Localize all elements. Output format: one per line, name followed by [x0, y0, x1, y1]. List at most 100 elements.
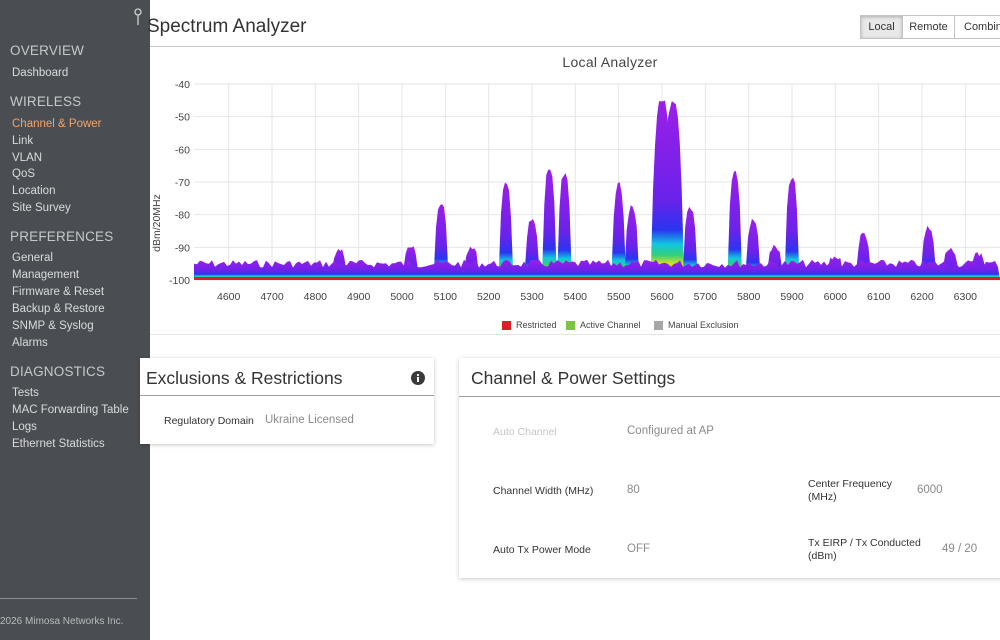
- spectrum-peak: [624, 205, 639, 280]
- pin-icon[interactable]: [134, 8, 142, 26]
- center-frequency-unit: (MHz): [808, 491, 837, 503]
- auto-tx-power-label: Auto Tx Power Mode: [493, 544, 591, 556]
- copyright-text: 2026 Mimosa Networks Inc.: [0, 616, 124, 627]
- channel-power-card: Channel & Power Settings Auto Channel Co…: [459, 358, 1000, 578]
- legend-restricted: Restricted: [502, 320, 557, 330]
- nav-item-channel-power[interactable]: Channel & Power: [12, 118, 102, 130]
- legend-manual-exclusion-swatch: [654, 320, 663, 330]
- legend-restricted-label: Restricted: [516, 320, 557, 330]
- x-tick-label: 4700: [260, 291, 284, 303]
- nav-item-location[interactable]: Location: [12, 185, 56, 197]
- sidebar-footer-divider: [0, 598, 137, 599]
- legend-manual-exclusion: Manual Exclusion: [654, 320, 739, 330]
- view-combined-label: Combin: [964, 21, 1000, 33]
- y-tick-label: -60: [175, 144, 190, 156]
- restricted-band: [194, 277, 1000, 280]
- x-tick-label: 5300: [520, 291, 544, 303]
- nav-item-logs[interactable]: Logs: [12, 421, 37, 433]
- spectrum-peak: [542, 169, 557, 280]
- nav-item-qos[interactable]: QoS: [12, 168, 36, 180]
- tx-eirp-value[interactable]: 49 / 20: [942, 543, 978, 555]
- info-icon[interactable]: [411, 371, 425, 385]
- nav-item-management[interactable]: Management: [12, 269, 80, 281]
- regulatory-domain-label: Regulatory Domain: [164, 415, 254, 427]
- channel-power-title: Channel & Power Settings: [471, 368, 676, 388]
- x-tick-label: 4600: [217, 291, 241, 303]
- chart-y-axis-label: dBm/20MHz: [151, 194, 163, 252]
- sidebar: OVERVIEW Dashboard WIRELESS Channel & Po…: [0, 0, 150, 640]
- legend-manual-exclusion-label: Manual Exclusion: [668, 320, 739, 330]
- exclusions-title-divider: [140, 395, 434, 396]
- x-tick-label: 4800: [304, 291, 328, 303]
- header-divider: [150, 46, 1000, 47]
- x-tick-label: 5600: [650, 291, 674, 303]
- exclusions-card: Exclusions & Restrictions Regulatory Dom…: [140, 358, 434, 444]
- view-local-label: Local: [868, 21, 895, 33]
- regulatory-domain-value: Ukraine Licensed: [265, 414, 354, 426]
- chart-title: Local Analyzer: [562, 54, 658, 70]
- y-tick-label: -80: [175, 210, 190, 222]
- nav-item-dashboard[interactable]: Dashboard: [12, 67, 69, 79]
- nav-item-alarms[interactable]: Alarms: [12, 337, 48, 349]
- nav-section-overview: OVERVIEW: [10, 43, 85, 58]
- tx-eirp-label: Tx EIRP / Tx Conducted: [808, 537, 921, 549]
- x-tick-label: 5500: [607, 291, 631, 303]
- x-tick-label: 5900: [780, 291, 804, 303]
- view-remote-button[interactable]: Remote: [902, 15, 955, 39]
- page-title: Spectrum Analyzer: [147, 16, 307, 37]
- view-combined-button[interactable]: Combin: [954, 15, 1000, 39]
- tx-eirp-unit: (dBm): [808, 550, 837, 562]
- nav-item-snmp-syslog[interactable]: SNMP & Syslog: [12, 320, 94, 332]
- nav-item-ethernet-statistics[interactable]: Ethernet Statistics: [12, 438, 105, 450]
- nav-section-diagnostics: DIAGNOSTICS: [10, 364, 106, 379]
- x-tick-label: 6100: [867, 291, 891, 303]
- channel-width-value[interactable]: 80: [627, 484, 640, 496]
- spectrum-peak: [557, 173, 572, 280]
- x-tick-label: 6200: [910, 291, 934, 303]
- nav-item-vlan[interactable]: VLAN: [12, 152, 43, 164]
- nav-item-mac-forwarding-table[interactable]: MAC Forwarding Table: [12, 404, 129, 416]
- nav-section-wireless: WIRELESS: [10, 94, 82, 109]
- x-tick-label: 5200: [477, 291, 501, 303]
- spectrum-chart: dBm/20MHz -40 -50 -60 -70 -80 -90 -100 4600 470…: [151, 79, 1000, 303]
- spectrum-peak: [727, 170, 742, 280]
- y-tick-label: -50: [175, 112, 190, 124]
- chart-grid: [194, 83, 1000, 281]
- chart-x-ticks: 4600 4700 4800 4900 5000 5100 5200 5300 5400 5500…: [217, 291, 977, 303]
- view-local-button[interactable]: Local: [860, 15, 903, 39]
- spectrum-noise-floor: [194, 259, 1000, 280]
- legend-active-channel: Active Channel: [566, 320, 641, 330]
- nav-item-firmware-reset[interactable]: Firmware & Reset: [12, 286, 105, 298]
- x-tick-label: 6300: [954, 291, 978, 303]
- x-tick-label: 6000: [824, 291, 848, 303]
- nav-item-site-survey[interactable]: Site Survey: [12, 202, 71, 214]
- x-tick-label: 5100: [434, 291, 458, 303]
- chart-y-ticks: -40 -50 -60 -70 -80 -90 -100: [169, 79, 190, 287]
- y-tick-label: -90: [175, 242, 190, 254]
- legend-active-channel-swatch: [566, 320, 575, 330]
- nav-item-tests[interactable]: Tests: [12, 387, 39, 399]
- x-tick-label: 5000: [390, 291, 414, 303]
- channel-width-label: Channel Width (MHz): [493, 485, 594, 497]
- view-remote-label: Remote: [909, 21, 948, 33]
- spectrum-peak: [499, 182, 513, 280]
- x-tick-label: 5400: [564, 291, 588, 303]
- y-tick-label: -70: [175, 177, 190, 189]
- center-frequency-label: Center Frequency: [808, 478, 893, 490]
- chart-bottom-divider: [150, 334, 1000, 335]
- nav-item-backup-restore[interactable]: Backup & Restore: [12, 303, 105, 315]
- active-channel-marker: [816, 280, 855, 288]
- y-tick-label: -40: [175, 79, 190, 91]
- nav-item-link[interactable]: Link: [12, 135, 34, 147]
- x-tick-label: 5700: [694, 291, 718, 303]
- auto-tx-power-value[interactable]: OFF: [627, 543, 650, 555]
- spectrum-peak: [785, 177, 799, 280]
- spectrum-peak: [661, 101, 684, 280]
- legend-active-channel-label: Active Channel: [580, 320, 641, 330]
- spectrum-peak: [611, 182, 626, 280]
- y-tick-label: -100: [169, 275, 190, 287]
- x-tick-label: 5800: [737, 291, 761, 303]
- nav-item-general[interactable]: General: [12, 252, 53, 264]
- center-frequency-value[interactable]: 6000: [917, 484, 943, 496]
- legend-restricted-swatch: [502, 320, 511, 330]
